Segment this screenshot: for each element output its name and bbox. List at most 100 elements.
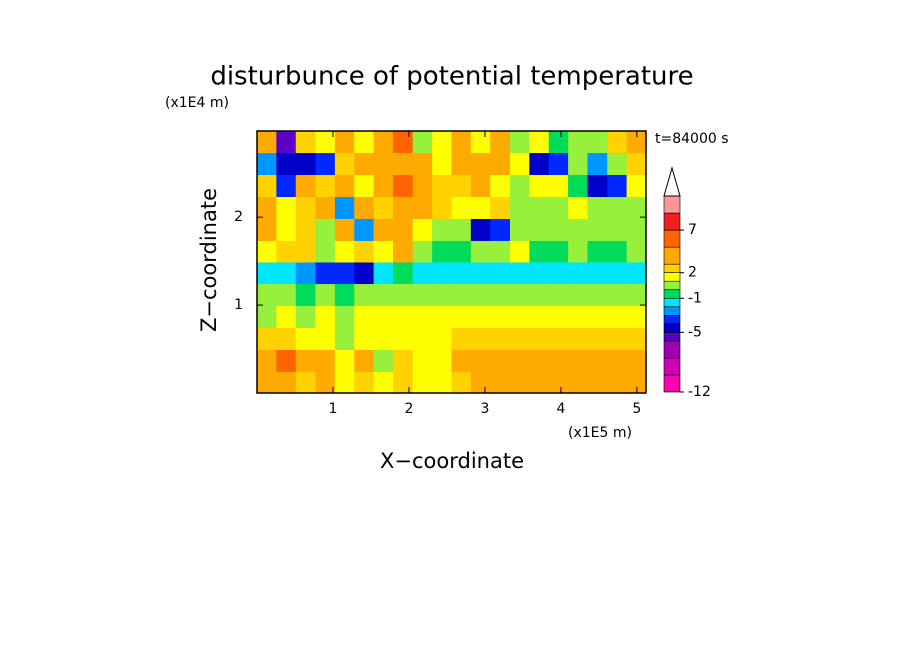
field-cell [257, 262, 277, 285]
colorbar-tick-label: 2 [688, 265, 697, 281]
field-cell [490, 305, 511, 328]
field-cell [412, 305, 433, 328]
field-cell [470, 196, 491, 219]
field-cell [373, 196, 394, 219]
field-cell [432, 262, 452, 285]
field-cell [451, 152, 472, 176]
field-cell [470, 240, 491, 263]
field-cell [529, 218, 550, 241]
field-cell [295, 131, 317, 154]
field-cell [276, 349, 297, 372]
field-cell [373, 174, 394, 197]
field-cell [626, 349, 646, 372]
field-cell [295, 305, 317, 328]
field-cell [373, 152, 394, 176]
field-cell [354, 196, 375, 219]
field-cell [334, 131, 355, 154]
field-cell [548, 327, 569, 350]
field-cell [354, 305, 375, 328]
field-cell [510, 371, 530, 393]
field-cell [354, 283, 375, 307]
field-cell [568, 305, 588, 328]
field-cell [490, 327, 511, 350]
field-cell [295, 152, 317, 176]
field-cell [373, 131, 394, 154]
field-cell [548, 349, 569, 372]
colorbar-band [663, 315, 681, 325]
field-cell [548, 371, 569, 393]
field-cell [490, 218, 511, 241]
field-cell [587, 262, 608, 285]
field-cell [392, 327, 414, 350]
field-cell [257, 152, 277, 176]
y-axis-label: Z−coordinate [197, 188, 221, 332]
field-cell [334, 262, 355, 285]
field-cell [510, 152, 530, 176]
field-cell [334, 174, 355, 197]
field-cell [373, 283, 394, 307]
colorbar-band [663, 323, 681, 333]
field-cell [276, 152, 297, 176]
field-cell [257, 371, 277, 393]
field-cell [257, 131, 277, 154]
field-cell [432, 371, 452, 393]
field-cell [432, 196, 452, 219]
colorbar-tick-label: -1 [688, 290, 702, 306]
y-tick-label: 1 [234, 297, 243, 313]
field-cell [354, 218, 375, 241]
field-cell [276, 305, 297, 328]
field-cell [354, 371, 375, 393]
field-cell [315, 349, 336, 372]
field-cell [626, 131, 646, 154]
field-cell [490, 152, 511, 176]
field-cell [510, 174, 530, 197]
field-cell [354, 152, 375, 176]
field-cell [315, 283, 336, 307]
field-cell [257, 196, 277, 219]
field-cell [257, 283, 277, 307]
y-tick-label: 2 [234, 209, 243, 225]
chart-title: disturbunce of potential temperature [210, 62, 693, 92]
field-cell [412, 283, 433, 307]
field-cell [607, 327, 628, 350]
field-cell [470, 371, 491, 393]
field-cell [373, 262, 394, 285]
field-cell [470, 305, 491, 328]
field-cell [587, 305, 608, 328]
field-cell [354, 349, 375, 372]
field-cell [412, 152, 433, 176]
field-cell [607, 174, 628, 197]
field-cell [470, 349, 491, 372]
colorbar-band [663, 280, 681, 291]
field-cell [470, 131, 491, 154]
field-cell [548, 131, 569, 154]
field-cell [276, 283, 297, 307]
field-cell [276, 327, 297, 350]
field-cell [451, 283, 472, 307]
field-cell [587, 174, 608, 197]
field-cell [529, 349, 550, 372]
field-cell [392, 349, 414, 372]
field-cell [626, 327, 646, 350]
field-cell [510, 349, 530, 372]
field-cell [295, 240, 317, 263]
colorbar-band [663, 272, 681, 282]
field-cell [587, 196, 608, 219]
field-cell [451, 305, 472, 328]
field-cell [315, 131, 336, 154]
field-cell [470, 283, 491, 307]
field-cell [529, 131, 550, 154]
field-cell [412, 349, 433, 372]
field-cell [334, 152, 355, 176]
field-cell [451, 240, 472, 263]
field-cell [373, 349, 394, 372]
field-cell [315, 218, 336, 241]
field-cell [354, 327, 375, 350]
field-cell [626, 283, 646, 307]
field-cell [510, 262, 530, 285]
field-cell [295, 218, 317, 241]
field-cell [548, 152, 569, 176]
field-cell [548, 283, 569, 307]
field-cell [587, 131, 608, 154]
field-cell [315, 152, 336, 176]
